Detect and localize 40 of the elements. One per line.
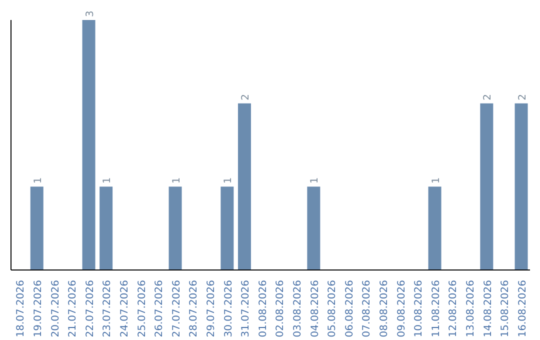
x-tick-label: 31.07.2026 [240, 280, 252, 338]
x-tick-label: 19.07.2026 [32, 280, 44, 338]
x-tick-label: 22.07.2026 [84, 280, 96, 338]
x-tick-label: 15.08.2026 [500, 280, 512, 338]
x-tick-label: 14.08.2026 [482, 280, 494, 338]
data-label: 1 [310, 177, 321, 184]
data-label: 1 [32, 177, 44, 184]
x-tick-label: 11.08.2026 [430, 280, 442, 338]
x-tick-label: 24.07.2026 [119, 280, 130, 338]
x-tick-label: 03.08.2026 [292, 280, 304, 338]
x-tick-label: 10.08.2026 [414, 280, 425, 338]
x-tick-label: 20.07.2026 [50, 280, 62, 338]
x-tick-label: 16.08.2026 [517, 280, 528, 338]
x-tick-label: 18.07.2026 [16, 280, 27, 338]
x-tick-label: 06.08.2026 [344, 280, 356, 338]
data-label: 1 [102, 177, 114, 184]
x-tick-label: 30.07.2026 [223, 280, 234, 338]
x-tick-label: 01.08.2026 [258, 280, 269, 338]
data-label: 2 [517, 94, 528, 100]
data-label: 2 [482, 94, 494, 100]
x-tick-label: 13.08.2026 [465, 280, 476, 338]
x-tick-label: 27.07.2026 [171, 280, 182, 338]
data-label: 1 [430, 177, 442, 184]
x-tick-label: 26.07.2026 [154, 280, 166, 338]
x-tick-label: 23.07.2026 [102, 280, 114, 338]
x-tick-label: 05.08.2026 [327, 280, 338, 338]
x-tick-label: 12.08.2026 [448, 280, 460, 338]
x-tick-label: 21.07.2026 [68, 280, 79, 338]
x-tick-label: 08.08.2026 [378, 280, 390, 338]
data-label: 1 [223, 177, 234, 184]
x-tick-label: 25.07.2026 [136, 280, 148, 338]
x-tick-label: 09.08.2026 [396, 280, 408, 338]
x-tick-label: 29.07.2026 [206, 280, 217, 338]
x-tick-label: 04.08.2026 [310, 280, 321, 338]
data-label: 2 [240, 94, 252, 100]
x-tick-label: 02.08.2026 [275, 280, 286, 338]
data-label: 3 [84, 10, 96, 17]
x-tick-label: 28.07.2026 [188, 280, 200, 338]
x-tick-label: 07.08.2026 [362, 280, 373, 338]
data-label: 1 [171, 177, 182, 184]
